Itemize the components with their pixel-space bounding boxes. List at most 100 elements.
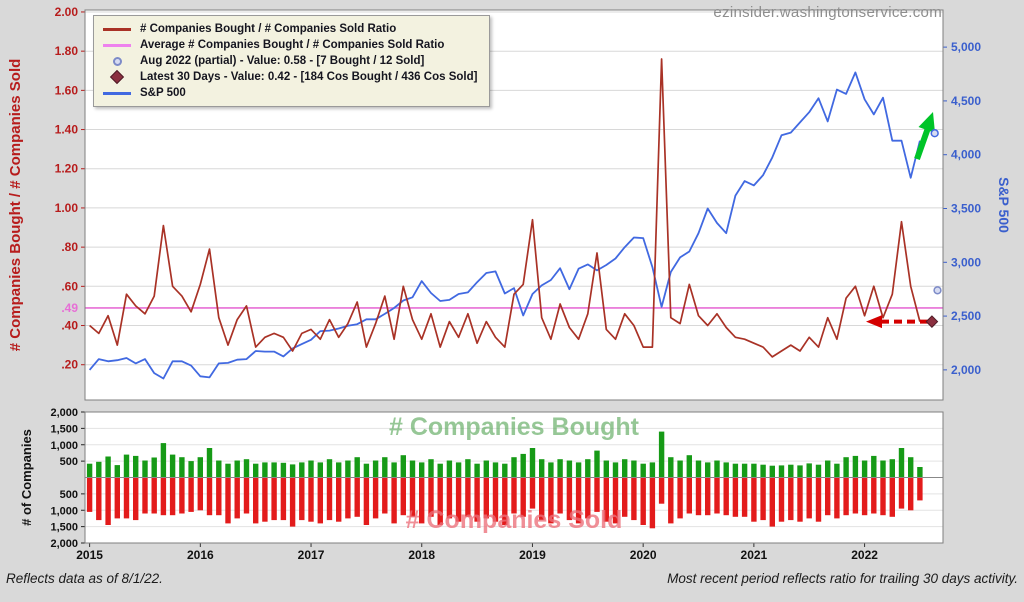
year-axis: 2015 2016 2017 2018 2019 2020 2021 2022 <box>76 543 878 562</box>
bought-bar <box>391 462 397 478</box>
axis-tick-label: 500 <box>60 489 78 501</box>
year-label: 2018 <box>408 548 435 562</box>
bought-bar <box>151 457 157 478</box>
sold-bar <box>234 477 240 519</box>
legend-label: S&P 500 <box>140 87 186 99</box>
sold-bar <box>179 477 185 514</box>
sold-bar <box>520 477 526 517</box>
sold-bar <box>492 477 499 522</box>
sold-bar <box>409 477 416 517</box>
sold-bar <box>345 477 351 519</box>
bought-bar <box>169 454 176 478</box>
bought-bar <box>908 457 914 478</box>
sold-bar <box>511 477 517 514</box>
legend-item-latest-30-days: Latest 30 Days - Value: 0.42 - [184 Cos … <box>102 69 477 85</box>
trailing-ratio-arrow-head <box>866 315 882 329</box>
bought-bar <box>529 448 536 478</box>
bought-bar <box>658 431 665 478</box>
bought-bar <box>419 462 425 478</box>
sold-bar <box>96 477 102 521</box>
sold-bar <box>142 477 148 514</box>
axis-tick-label: 4,500 <box>951 94 981 108</box>
sold-bar <box>732 477 739 517</box>
axis-tick-label: 3,000 <box>951 255 981 269</box>
sold-bar <box>169 477 176 516</box>
sold-bar <box>714 477 720 514</box>
sp500-line-swatch <box>102 91 132 95</box>
bought-bar <box>317 462 323 478</box>
bought-bar <box>686 455 692 478</box>
bought-bar <box>437 463 443 478</box>
sold-bar <box>649 477 656 529</box>
sold-bar <box>539 477 545 521</box>
year-label: 2019 <box>519 548 546 562</box>
sold-bar <box>114 477 120 519</box>
axis-tick-label: 4,000 <box>951 148 981 162</box>
bought-bar <box>741 463 748 478</box>
sold-overlay-label: # Companies Sold <box>405 506 623 534</box>
bought-bar <box>114 465 120 478</box>
sold-bar <box>741 477 748 517</box>
sold-bar <box>206 477 213 516</box>
bought-bar <box>363 463 370 478</box>
axis-tick-label: 1,000 <box>50 505 78 517</box>
axis-tick-label: 1,500 <box>50 522 78 534</box>
sold-bar <box>622 477 628 517</box>
sold-bars <box>86 477 923 529</box>
sold-bar <box>908 477 914 511</box>
legend-label: # Companies Bought / # Companies Sold Ra… <box>140 23 397 35</box>
year-label: 2021 <box>741 548 768 562</box>
ratio-axis: 2.00 1.80 1.60 1.40 1.20 1.00 .80 .60 .40 .20 .49 <box>55 5 85 372</box>
companies-chart-border <box>84 411 944 544</box>
sold-bar <box>668 477 674 524</box>
bought-bar <box>492 462 499 478</box>
sold-bar <box>548 477 554 524</box>
aug-2022-partial-dot <box>933 286 942 295</box>
year-label: 2015 <box>76 548 103 562</box>
sp500-latest-dot <box>930 129 939 138</box>
bought-bar <box>188 461 194 478</box>
bought-bar <box>806 463 812 478</box>
sp500-axis-title: S&P 500 <box>996 177 1012 233</box>
ratio-line-swatch <box>102 27 132 31</box>
sold-bar <box>815 477 822 522</box>
axis-tick-label: 2.00 <box>55 5 79 19</box>
axis-tick-label: 2,000 <box>50 538 78 550</box>
bought-bar <box>612 462 619 478</box>
companies-axis-title: # of Companies <box>19 429 34 526</box>
sold-bar <box>880 477 886 516</box>
legend-item-ratio: # Companies Bought / # Companies Sold Ra… <box>102 23 477 35</box>
bought-bar <box>695 460 702 478</box>
bought-bar <box>677 460 683 478</box>
bought-bar <box>520 453 526 478</box>
axis-tick-label: .20 <box>61 358 78 372</box>
bought-bar <box>428 459 434 478</box>
bought-bar <box>723 462 729 478</box>
axis-tick-label: .60 <box>61 279 78 293</box>
sold-bar <box>834 477 840 519</box>
latest-30-days-diamond <box>925 315 939 328</box>
sold-bar <box>612 477 619 524</box>
sold-bar <box>769 477 775 527</box>
watermark: ezinsider.washingtonservice.com <box>713 4 942 21</box>
sold-bar <box>474 477 480 522</box>
bought-bar <box>160 443 167 478</box>
bought-bar <box>216 460 222 478</box>
bought-bar <box>788 464 794 478</box>
axis-tick-label: 500 <box>60 456 78 468</box>
sp500-up-arrow <box>914 126 931 161</box>
bought-bar <box>825 460 831 478</box>
bought-bar <box>769 465 775 478</box>
sold-bar <box>105 477 111 525</box>
sold-bar <box>382 477 388 514</box>
sold-bar <box>188 477 194 512</box>
axis-tick-label: 1,000 <box>50 440 78 452</box>
bought-bar <box>409 460 416 478</box>
sold-bar <box>686 477 692 514</box>
sold-bar <box>262 477 268 522</box>
dot-marker-swatch <box>102 56 132 66</box>
bought-bar <box>815 464 822 478</box>
sold-bar <box>446 477 453 519</box>
average-line-swatch <box>102 43 132 47</box>
sold-bar <box>455 477 462 522</box>
